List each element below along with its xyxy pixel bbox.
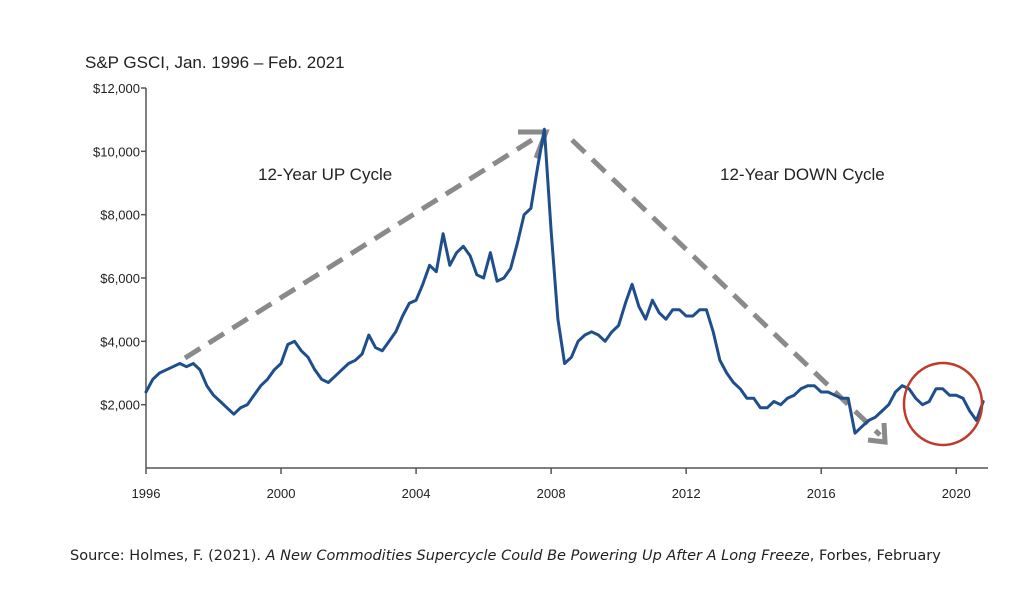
highlight-circle	[902, 361, 984, 447]
y-tick-label: $2,000	[100, 398, 140, 413]
y-tick-label: $4,000	[100, 334, 140, 349]
up-cycle-label: 12-Year UP Cycle	[258, 165, 392, 184]
down-cycle-label: 12-Year DOWN Cycle	[720, 165, 885, 184]
y-tick-label: $8,000	[100, 208, 140, 223]
x-tick-label: 2012	[672, 486, 701, 501]
x-tick-label: 2004	[402, 486, 431, 501]
series-line-sp-gsci	[144, 127, 985, 435]
x-tick-label: 1996	[132, 486, 161, 501]
x-ticks: 1996 2000 2004 2008 2012 2016 2020	[132, 468, 971, 501]
x-tick-label: 2000	[267, 486, 296, 501]
y-tick-label: $6,000	[100, 271, 140, 286]
x-tick-label: 2020	[942, 486, 971, 501]
x-tick-label: 2008	[537, 486, 566, 501]
source-title: A New Commodities Supercycle Could Be Po…	[265, 548, 810, 564]
down-cycle-arrow	[570, 138, 888, 445]
source-suffix: , Forbes, February	[809, 548, 941, 564]
y-tick-label: $10,000	[93, 144, 140, 159]
source-citation: Source: Holmes, F. (2021). A New Commodi…	[70, 548, 941, 564]
chart-title: S&P GSCI, Jan. 1996 – Feb. 2021	[85, 53, 345, 72]
source-prefix: Source: Holmes, F. (2021).	[70, 548, 266, 564]
y-ticks: $2,000 $4,000 $6,000 $8,000 $10,000 $12,000	[93, 81, 146, 413]
y-tick-label: $12,000	[93, 81, 140, 96]
x-tick-label: 2016	[807, 486, 836, 501]
